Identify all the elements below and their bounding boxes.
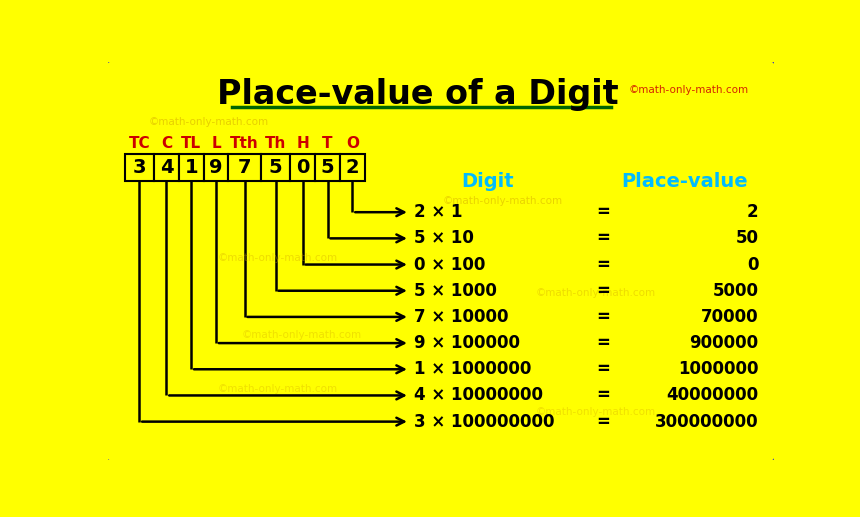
Text: H: H — [297, 135, 310, 150]
Text: ©math-only-math.com: ©math-only-math.com — [536, 407, 656, 417]
Text: 0 × 100: 0 × 100 — [415, 255, 486, 273]
Text: 5 × 1000: 5 × 1000 — [415, 282, 497, 300]
Bar — [291, 155, 316, 181]
Text: Th: Th — [265, 135, 286, 150]
Text: TL: TL — [181, 135, 201, 150]
Bar — [154, 155, 179, 181]
Bar — [229, 155, 261, 181]
Text: 70000: 70000 — [701, 308, 759, 326]
Text: Place-value of a Digit: Place-value of a Digit — [217, 78, 618, 111]
Text: O: O — [346, 135, 359, 150]
Text: 40000000: 40000000 — [666, 386, 759, 404]
Text: C: C — [161, 135, 172, 150]
Text: 4: 4 — [160, 158, 173, 177]
Text: 50: 50 — [735, 230, 759, 247]
Text: TC: TC — [128, 135, 150, 150]
Text: ©math-only-math.com: ©math-only-math.com — [536, 288, 656, 298]
Text: =: = — [597, 308, 611, 326]
Text: 4 × 10000000: 4 × 10000000 — [415, 386, 544, 404]
Text: 7 × 10000: 7 × 10000 — [415, 308, 509, 326]
Text: ©math-only-math.com: ©math-only-math.com — [241, 330, 361, 340]
Text: 900000: 900000 — [690, 334, 759, 352]
Text: 2: 2 — [746, 203, 759, 221]
Text: 5000: 5000 — [712, 282, 759, 300]
Text: 9 × 100000: 9 × 100000 — [415, 334, 520, 352]
Bar — [261, 155, 291, 181]
Text: =: = — [597, 386, 611, 404]
Bar — [125, 155, 154, 181]
Text: 5: 5 — [321, 158, 335, 177]
Bar — [316, 155, 340, 181]
Text: 1000000: 1000000 — [678, 360, 759, 378]
Text: 2: 2 — [346, 158, 359, 177]
Bar — [179, 155, 204, 181]
Text: =: = — [597, 413, 611, 431]
Text: ©math-only-math.com: ©math-only-math.com — [148, 117, 268, 127]
Text: =: = — [597, 360, 611, 378]
Text: T: T — [322, 135, 333, 150]
Text: 0: 0 — [747, 255, 759, 273]
Text: 9: 9 — [209, 158, 223, 177]
Text: =: = — [597, 282, 611, 300]
Text: ©math-only-math.com: ©math-only-math.com — [443, 195, 562, 206]
Text: 0: 0 — [296, 158, 310, 177]
Text: 300000000: 300000000 — [654, 413, 759, 431]
Bar — [340, 155, 365, 181]
Text: Tth: Tth — [230, 135, 259, 150]
Text: ©math-only-math.com: ©math-only-math.com — [218, 384, 338, 394]
Text: ©math-only-math.com: ©math-only-math.com — [629, 85, 749, 95]
Text: Place-value: Place-value — [622, 172, 748, 191]
Bar — [204, 155, 229, 181]
Text: 2 × 1: 2 × 1 — [415, 203, 463, 221]
Text: =: = — [597, 230, 611, 247]
Text: 1 × 1000000: 1 × 1000000 — [415, 360, 531, 378]
Text: ©math-only-math.com: ©math-only-math.com — [218, 253, 338, 263]
Text: 5: 5 — [269, 158, 282, 177]
Text: 3 × 100000000: 3 × 100000000 — [415, 413, 555, 431]
Text: 3: 3 — [132, 158, 146, 177]
Text: 1: 1 — [184, 158, 198, 177]
Text: Digit: Digit — [461, 172, 513, 191]
Text: =: = — [597, 255, 611, 273]
Text: =: = — [597, 203, 611, 221]
Text: 7: 7 — [238, 158, 251, 177]
Text: =: = — [597, 334, 611, 352]
Text: L: L — [212, 135, 221, 150]
FancyBboxPatch shape — [105, 60, 777, 462]
Text: 5 × 10: 5 × 10 — [415, 230, 474, 247]
